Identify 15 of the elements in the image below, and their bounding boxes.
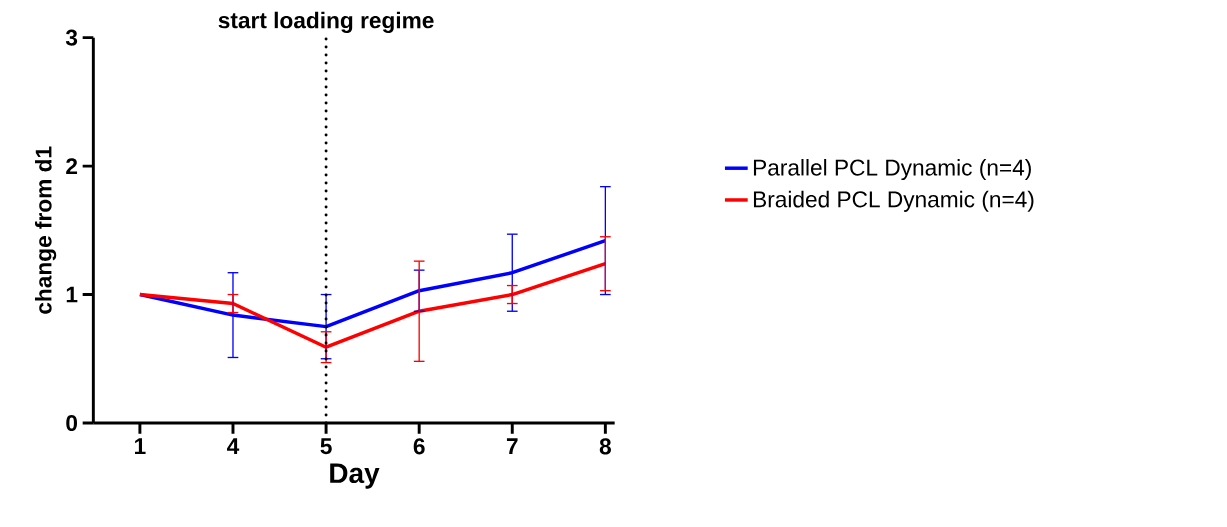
y-tick-label: 0	[66, 414, 78, 432]
legend-label: Parallel PCL Dynamic (n=4)	[753, 159, 1031, 181]
y-tick-label: 2	[66, 158, 78, 175]
x-tick-label: 4	[227, 438, 240, 454]
y-tick-label: 3	[65, 29, 78, 46]
legend-label: Braided PCL Dynamic (n=4)	[753, 190, 1034, 212]
y-tick-label: 1	[66, 286, 78, 303]
ref-line-label: start loading regime	[218, 11, 434, 33]
x-tick-label: 6	[413, 438, 425, 455]
x-tick-label: 8	[599, 438, 611, 455]
x-tick-label: 5	[320, 438, 332, 455]
x-tick-label: 7	[506, 438, 518, 454]
x-tick-label: 1	[135, 438, 146, 454]
y-axis-title: change from d1	[34, 146, 57, 314]
x-axis-title: Day	[330, 463, 380, 489]
